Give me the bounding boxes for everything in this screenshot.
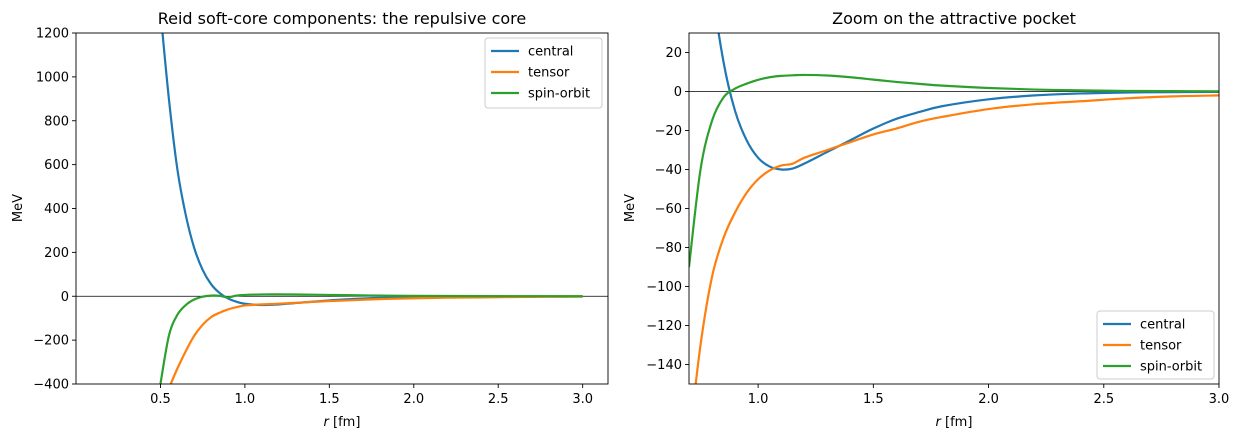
x-tick-label: 2.5 (488, 392, 509, 407)
y-tick-label: −60 (655, 202, 682, 217)
legend-label-spin-orbit: spin-orbit (528, 87, 590, 102)
left-y-axis-label: MeV (11, 194, 26, 222)
y-tick-label: −200 (33, 334, 69, 349)
left-x-axis-label: r [fm] (324, 415, 361, 430)
x-tick-label: 2.5 (1093, 392, 1114, 407)
legend-label-tensor: tensor (1140, 339, 1182, 354)
y-tick-label: 800 (44, 114, 69, 129)
x-tick-label: 3.0 (572, 392, 593, 407)
x-tick-label: 2.0 (978, 392, 999, 407)
x-tick-label: 1.5 (319, 392, 340, 407)
x-tick-label: 1.0 (748, 392, 769, 407)
right-chart-panel: Zoom on the attractive pocket 1.0 1.5 2.0 2… (623, 9, 1230, 430)
y-tick-label: 0 (674, 85, 682, 100)
series-line-spin-orbit (159, 293, 583, 384)
x-tick-label: 0.5 (150, 392, 171, 407)
legend: central tensor spin-orbit (1096, 310, 1215, 380)
right-chart-title: Zoom on the attractive pocket (832, 9, 1076, 28)
y-tick-label: −400 (33, 378, 69, 393)
y-tick-label: 200 (44, 246, 69, 261)
y-tick-label: 600 (44, 158, 69, 173)
legend-label-central: central (528, 45, 573, 60)
right-x-axis-label: r [fm] (936, 415, 973, 430)
series-lines (159, 33, 583, 384)
x-tick-label: 2.0 (403, 392, 424, 407)
legend-box (484, 37, 603, 109)
y-tick-label: 0 (61, 290, 69, 305)
legend: central tensor spin-orbit (484, 37, 603, 109)
y-tick-label: −20 (655, 124, 682, 139)
y-tick-label: −80 (655, 241, 682, 256)
x-tick-label: 3.0 (1209, 392, 1230, 407)
y-tick-label: −100 (646, 280, 682, 295)
series-line-spin-orbit (689, 73, 1219, 268)
legend-box (1096, 310, 1215, 380)
y-tick-label: 20 (665, 46, 682, 61)
series-line-central (717, 33, 1219, 171)
y-tick-label: 400 (44, 202, 69, 217)
x-tick-label: 1.5 (863, 392, 884, 407)
series-line-tensor (694, 94, 1219, 384)
series-lines (689, 33, 1219, 384)
y-tick-label: −40 (655, 163, 682, 178)
y-tick-label: 1000 (36, 70, 69, 85)
left-chart-title: Reid soft-core components: the repulsive… (158, 9, 527, 28)
right-y-axis-label: MeV (623, 194, 638, 222)
series-line-tensor (169, 295, 583, 384)
y-tick-label: −120 (646, 319, 682, 334)
legend-label-tensor: tensor (528, 66, 570, 81)
legend-label-spin-orbit: spin-orbit (1140, 360, 1202, 375)
y-tick-label: −140 (646, 358, 682, 373)
left-chart-panel: Reid soft-core components: the repulsive… (11, 9, 609, 430)
legend-label-central: central (1140, 318, 1185, 333)
x-tick-label: 1.0 (235, 392, 256, 407)
y-tick-label: 1200 (36, 27, 69, 42)
